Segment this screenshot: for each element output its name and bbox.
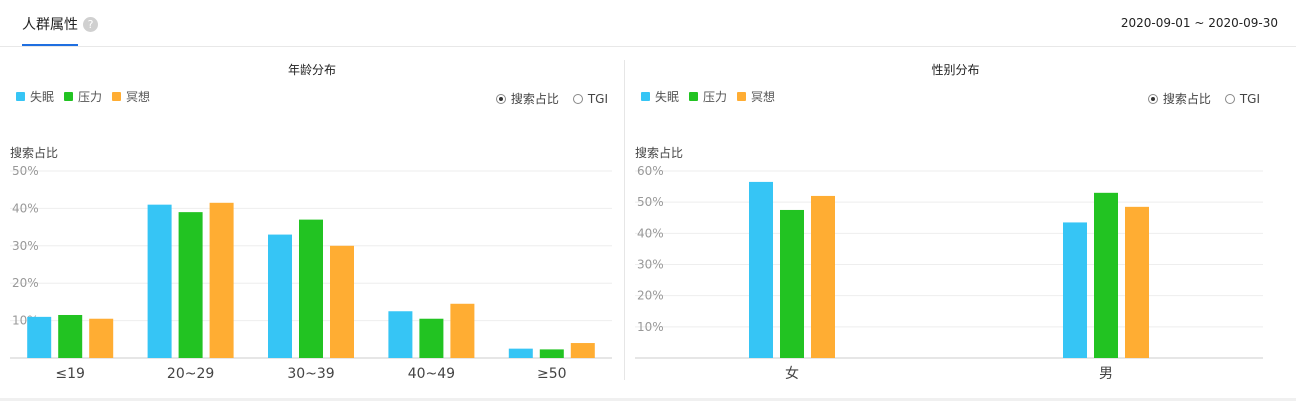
legend-swatch bbox=[16, 92, 25, 101]
bar[interactable] bbox=[1094, 192, 1118, 358]
legend-swatch bbox=[641, 92, 650, 101]
bar[interactable] bbox=[147, 204, 172, 358]
legend-label: 失眠 bbox=[30, 90, 55, 104]
legend-swatch bbox=[64, 92, 74, 101]
legend-swatch bbox=[737, 92, 747, 101]
bar[interactable] bbox=[330, 245, 354, 358]
age-panel: 年龄分布 失眠 压力 冥想 搜索占比 TGI 搜索占比 10% 20% 30% 40%… bbox=[0, 46, 624, 396]
legend-label: 压力 bbox=[703, 90, 728, 104]
y-tick-label: 40% bbox=[637, 226, 664, 240]
legend-item-stress[interactable]: 压力 bbox=[689, 88, 727, 105]
bar[interactable] bbox=[508, 348, 533, 358]
chart-title: 性别分布 bbox=[931, 63, 980, 77]
radio-label: 搜索占比 bbox=[510, 92, 559, 106]
age-chart: 10%20%30%40%50%≤19 20~29 30~39 40~49 ≥50 bbox=[10, 164, 612, 382]
bar[interactable] bbox=[1125, 206, 1149, 358]
gender-panel: 性别分布 失眠 压力 冥想 搜索占比 TGI 搜索占比 10% 20% 30% 40%… bbox=[625, 46, 1296, 396]
legend-item-insomnia[interactable]: 失眠 bbox=[16, 88, 54, 105]
y-tick-label: 20% bbox=[637, 289, 664, 303]
tab-bar: 人群属性? 2020-09-01 ~ 2020-09-30 bbox=[0, 0, 1296, 47]
panel-divider bbox=[624, 60, 625, 380]
bar[interactable] bbox=[570, 343, 595, 358]
bar[interactable] bbox=[450, 303, 475, 358]
bar[interactable] bbox=[89, 318, 114, 358]
bar[interactable] bbox=[1063, 222, 1087, 358]
metric-radio-group: 搜索占比 TGI bbox=[495, 90, 608, 107]
radio-unchecked-icon bbox=[572, 93, 583, 104]
bar[interactable] bbox=[749, 181, 773, 358]
y-tick-label: 30% bbox=[12, 239, 39, 253]
bar[interactable] bbox=[419, 318, 444, 358]
bottom-border bbox=[0, 398, 1296, 401]
y-tick-label: 50% bbox=[637, 195, 664, 209]
bar[interactable] bbox=[58, 314, 83, 358]
y-axis-label: 搜索占比 bbox=[10, 146, 59, 160]
radio-label: 搜索占比 bbox=[1162, 92, 1211, 106]
bar[interactable] bbox=[178, 212, 203, 358]
y-tick-label: 10% bbox=[637, 320, 664, 334]
bar[interactable] bbox=[268, 234, 292, 358]
x-tick-label: 20~29 bbox=[167, 366, 214, 382]
radio-search-share[interactable]: 搜索占比 bbox=[495, 90, 559, 107]
radio-tgi[interactable]: TGI bbox=[572, 90, 608, 107]
radio-checked-icon bbox=[1147, 93, 1158, 104]
legend-label: 压力 bbox=[78, 90, 103, 104]
bar[interactable] bbox=[388, 311, 413, 358]
y-tick-label: 50% bbox=[12, 164, 39, 178]
bar[interactable] bbox=[811, 195, 835, 358]
tab-label: 人群属性 bbox=[22, 17, 78, 33]
date-range: 2020-09-01 ~ 2020-09-30 bbox=[1120, 16, 1278, 30]
legend-item-insomnia[interactable]: 失眠 bbox=[641, 88, 679, 105]
x-tick-label: 女 bbox=[785, 365, 799, 382]
radio-checked-icon bbox=[495, 93, 506, 104]
radio-label: TGI bbox=[1239, 91, 1260, 106]
x-tick-label: ≥50 bbox=[537, 366, 567, 382]
legend-label: 冥想 bbox=[126, 90, 151, 104]
tab-active-indicator bbox=[22, 44, 78, 46]
help-icon[interactable]: ? bbox=[83, 17, 98, 32]
legend-swatch bbox=[112, 92, 122, 101]
y-tick-label: 60% bbox=[637, 164, 664, 178]
y-axis-label: 搜索占比 bbox=[635, 146, 684, 160]
radio-tgi[interactable]: TGI bbox=[1224, 90, 1260, 107]
legend-item-meditation[interactable]: 冥想 bbox=[737, 88, 775, 105]
x-tick-label: 40~49 bbox=[408, 366, 455, 382]
y-tick-label: 40% bbox=[12, 201, 39, 215]
legend-item-stress[interactable]: 压力 bbox=[64, 88, 102, 105]
bar[interactable] bbox=[780, 209, 804, 358]
legend-swatch bbox=[689, 92, 699, 101]
bar[interactable] bbox=[299, 219, 323, 358]
radio-unchecked-icon bbox=[1224, 93, 1235, 104]
metric-radio-group: 搜索占比 TGI bbox=[1147, 90, 1260, 107]
bar[interactable] bbox=[209, 202, 234, 358]
legend: 失眠 压力 冥想 bbox=[16, 88, 150, 105]
x-tick-label: ≤19 bbox=[55, 366, 85, 382]
legend: 失眠 压力 冥想 bbox=[641, 88, 775, 105]
gender-chart: 10% 20% 30% 40% 50% 60% 女 男 bbox=[635, 164, 1263, 382]
x-tick-label: 30~39 bbox=[287, 366, 334, 382]
legend-label: 冥想 bbox=[751, 90, 776, 104]
y-tick-label: 30% bbox=[637, 258, 664, 272]
radio-label: TGI bbox=[587, 91, 608, 106]
x-tick-label: 男 bbox=[1099, 366, 1113, 382]
legend-item-meditation[interactable]: 冥想 bbox=[112, 88, 150, 105]
tab-audience-attributes[interactable]: 人群属性? bbox=[22, 14, 98, 34]
bar[interactable] bbox=[27, 316, 52, 358]
bar[interactable] bbox=[539, 349, 564, 358]
radio-search-share[interactable]: 搜索占比 bbox=[1147, 90, 1211, 107]
chart-title: 年龄分布 bbox=[287, 63, 336, 77]
legend-label: 失眠 bbox=[655, 90, 680, 104]
y-tick-label: 20% bbox=[12, 276, 39, 290]
